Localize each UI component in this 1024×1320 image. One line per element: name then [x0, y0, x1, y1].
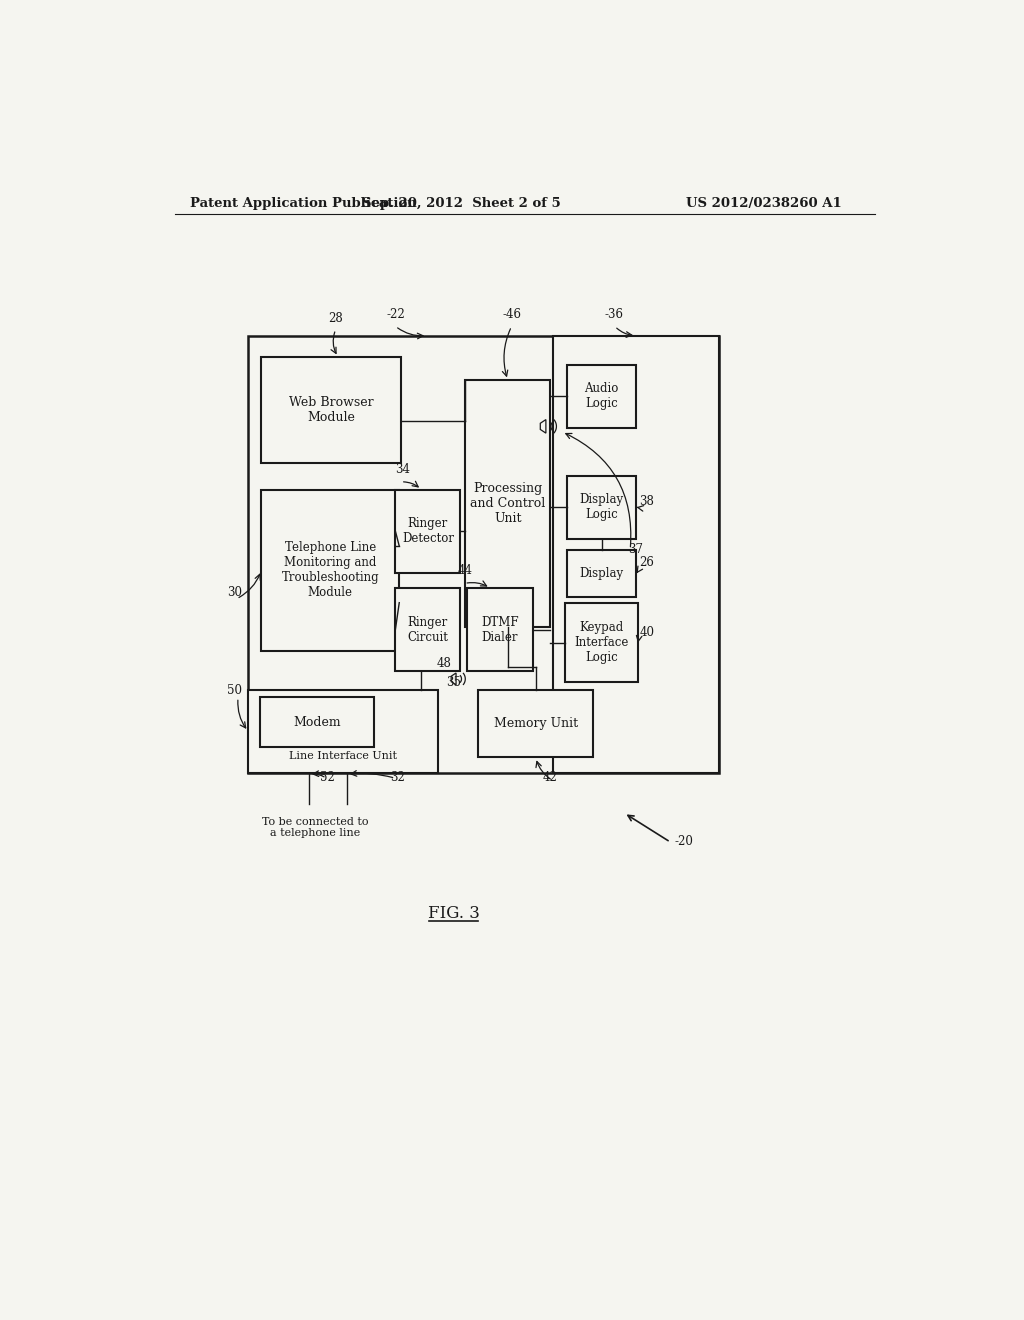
Bar: [395, 490, 461, 573]
Polygon shape: [541, 420, 546, 433]
Bar: [566, 549, 636, 597]
Bar: [565, 603, 638, 682]
Text: Ringer
Circuit: Ringer Circuit: [408, 615, 449, 644]
Text: 26: 26: [640, 557, 654, 569]
Text: Line Interface Unit: Line Interface Unit: [289, 751, 397, 760]
Text: Web Browser
Module: Web Browser Module: [289, 396, 374, 424]
Bar: [553, 335, 719, 772]
Bar: [248, 689, 438, 774]
Bar: [261, 490, 399, 651]
Bar: [465, 380, 550, 627]
Text: -46: -46: [503, 308, 521, 321]
Text: Sep. 20, 2012  Sheet 2 of 5: Sep. 20, 2012 Sheet 2 of 5: [361, 197, 560, 210]
Text: To be connected to
a telephone line: To be connected to a telephone line: [262, 817, 369, 838]
Text: 35: 35: [445, 676, 461, 689]
Text: Ringer
Detector: Ringer Detector: [402, 517, 454, 545]
Text: Display
Logic: Display Logic: [580, 494, 624, 521]
Bar: [566, 364, 636, 428]
Text: Processing
and Control
Unit: Processing and Control Unit: [470, 482, 546, 525]
Text: -36: -36: [604, 308, 624, 321]
Text: 37: 37: [628, 543, 643, 556]
Text: -22: -22: [386, 308, 404, 321]
Text: 44: 44: [458, 564, 472, 577]
Text: Patent Application Publication: Patent Application Publication: [190, 197, 417, 210]
Bar: [478, 689, 593, 758]
Text: 50: 50: [227, 684, 243, 697]
Text: Display: Display: [580, 566, 624, 579]
Text: 28: 28: [328, 312, 343, 325]
Text: 48: 48: [436, 656, 452, 669]
Text: 32: 32: [390, 771, 404, 784]
Text: Modem: Modem: [293, 715, 341, 729]
Bar: [566, 475, 636, 539]
Bar: [467, 589, 532, 671]
Text: Audio
Logic: Audio Logic: [585, 383, 618, 411]
Text: -20: -20: [675, 836, 693, 849]
Text: FIG. 3: FIG. 3: [428, 904, 479, 921]
Text: 52: 52: [321, 771, 335, 784]
Text: 40: 40: [640, 626, 654, 639]
Bar: [260, 697, 375, 747]
Text: Telephone Line
Monitoring and
Troubleshooting
Module: Telephone Line Monitoring and Troublesho…: [282, 541, 379, 599]
Bar: [248, 335, 719, 772]
Text: 34: 34: [395, 462, 411, 475]
Text: US 2012/0238260 A1: US 2012/0238260 A1: [686, 197, 842, 210]
Bar: [395, 589, 461, 671]
Text: 42: 42: [543, 771, 557, 784]
Text: DTMF
Dialer: DTMF Dialer: [481, 615, 519, 644]
Polygon shape: [452, 673, 456, 685]
Bar: [261, 358, 400, 463]
Text: 30: 30: [227, 586, 243, 599]
Text: Memory Unit: Memory Unit: [494, 717, 578, 730]
Text: 38: 38: [640, 495, 654, 508]
Text: Keypad
Interface
Logic: Keypad Interface Logic: [574, 622, 629, 664]
